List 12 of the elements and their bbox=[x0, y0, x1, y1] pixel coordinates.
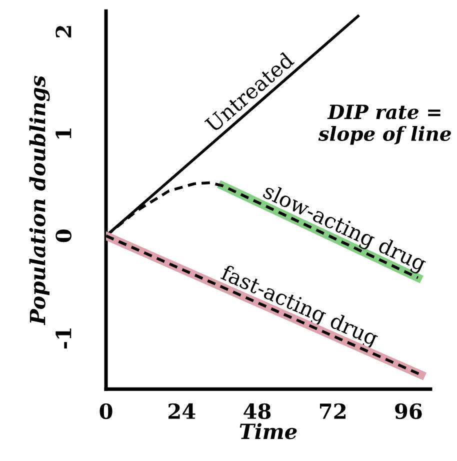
x-tick-label: 24 bbox=[168, 403, 196, 419]
annotation: DIP rate = slope of line bbox=[318, 104, 451, 145]
x-tick-label: 48 bbox=[244, 403, 271, 420]
y-tick-label: 1 bbox=[56, 128, 72, 138]
x-tick-label: 0 bbox=[100, 403, 112, 420]
x-tick-label: 72 bbox=[320, 403, 346, 419]
x-tick-label: 96 bbox=[395, 403, 422, 420]
y-tick-label: -1 bbox=[56, 328, 72, 348]
x-axis-title: Time bbox=[240, 423, 297, 440]
y-tick-label: 0 bbox=[56, 230, 72, 242]
y-tick-label: 2 bbox=[56, 26, 72, 38]
y-axis-title: Population doublings bbox=[29, 76, 50, 326]
